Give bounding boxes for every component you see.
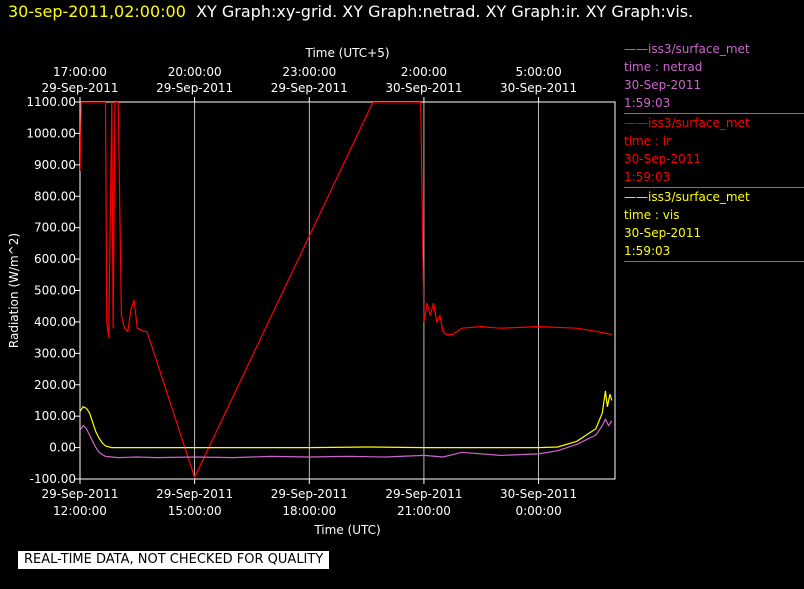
x-tick-label-bottom-date: 30-Sep-2011 bbox=[500, 487, 577, 501]
x-tick-label-bottom-time: 15:00:00 bbox=[168, 504, 222, 518]
x-tick-label-bottom-time: 18:00:00 bbox=[282, 504, 336, 518]
legend-time: 1:59:03 bbox=[624, 96, 671, 110]
y-tick-label: -100.00 bbox=[30, 472, 76, 486]
legend-date: 30-Sep-2011 bbox=[624, 226, 702, 240]
x-tick-label-top-date: 29-Sep-2011 bbox=[156, 81, 233, 95]
x-tick-label-top-time: 5:00:00 bbox=[515, 65, 561, 79]
y-tick-label: 0.00 bbox=[49, 441, 76, 455]
legend-time: 1:59:03 bbox=[624, 170, 671, 184]
x-tick-label-bottom-date: 29-Sep-2011 bbox=[41, 487, 118, 501]
x-axis-label-top: Time (UTC+5) bbox=[304, 46, 389, 60]
x-tick-label-top-time: 17:00:00 bbox=[53, 65, 107, 79]
legend-variable: time : vis bbox=[624, 208, 680, 222]
legend-time: 1:59:03 bbox=[624, 244, 671, 258]
legend-station: ——iss3/surface_met bbox=[624, 190, 750, 204]
y-tick-label: 400.00 bbox=[34, 315, 76, 329]
x-tick-label-top-date: 29-Sep-2011 bbox=[41, 81, 118, 95]
legend-entry-ir: ——iss3/surface_met time : ir 30-Sep-2011… bbox=[624, 114, 804, 188]
y-tick-label: 300.00 bbox=[34, 346, 76, 360]
y-tick-label: 900.00 bbox=[34, 158, 76, 172]
x-tick-label-top-time: 20:00:00 bbox=[168, 65, 222, 79]
x-tick-label-bottom-date: 29-Sep-2011 bbox=[385, 487, 462, 501]
x-tick-label-top-date: 30-Sep-2011 bbox=[500, 81, 577, 95]
legend: ——iss3/surface_met time : netrad 30-Sep-… bbox=[624, 40, 804, 262]
x-tick-label-bottom-time: 12:00:00 bbox=[53, 504, 107, 518]
header-timestamp: 30-sep-2011,02:00:00 bbox=[8, 2, 186, 21]
x-tick-label-bottom-time: 0:00:00 bbox=[515, 504, 561, 518]
legend-entry-vis: ——iss3/surface_met time : vis 30-Sep-201… bbox=[624, 188, 804, 262]
legend-date: 30-Sep-2011 bbox=[624, 78, 702, 92]
legend-station: ——iss3/surface_met bbox=[624, 42, 750, 56]
header-graph-titles: XY Graph:xy-grid. XY Graph:netrad. XY Gr… bbox=[196, 2, 694, 21]
y-tick-label: 200.00 bbox=[34, 378, 76, 392]
y-tick-label: 700.00 bbox=[34, 221, 76, 235]
legend-station: ——iss3/surface_met bbox=[624, 116, 750, 130]
y-tick-label: 100.00 bbox=[34, 409, 76, 423]
legend-entry-netrad: ——iss3/surface_met time : netrad 30-Sep-… bbox=[624, 40, 804, 114]
y-tick-label: 1000.00 bbox=[26, 126, 76, 140]
y-tick-label: 600.00 bbox=[34, 252, 76, 266]
y-tick-label: 800.00 bbox=[34, 189, 76, 203]
y-axis-label: Radiation (W/m^2) bbox=[7, 233, 21, 348]
x-tick-label-bottom-time: 21:00:00 bbox=[397, 504, 451, 518]
y-tick-label: 500.00 bbox=[34, 284, 76, 298]
x-tick-label-top-date: 30-Sep-2011 bbox=[385, 81, 462, 95]
series-line-netrad bbox=[80, 417, 613, 459]
series-line-vis bbox=[80, 390, 613, 449]
x-tick-label-top-time: 23:00:00 bbox=[282, 65, 336, 79]
y-tick-label: 1100.00 bbox=[26, 95, 76, 109]
legend-date: 30-Sep-2011 bbox=[624, 152, 702, 166]
x-tick-label-top-time: 2:00:00 bbox=[401, 65, 447, 79]
x-axis-label-bottom: Time (UTC) bbox=[313, 523, 380, 537]
plot-frame bbox=[79, 101, 616, 480]
x-tick-label-bottom-date: 29-Sep-2011 bbox=[156, 487, 233, 501]
quality-notice: REAL-TIME DATA, NOT CHECKED FOR QUALITY bbox=[18, 551, 330, 569]
chart-header: 30-sep-2011,02:00:00 XY Graph:xy-grid. X… bbox=[8, 2, 693, 21]
x-tick-label-bottom-date: 29-Sep-2011 bbox=[271, 487, 348, 501]
legend-variable: time : ir bbox=[624, 134, 672, 148]
legend-variable: time : netrad bbox=[624, 60, 703, 74]
x-tick-label-top-date: 29-Sep-2011 bbox=[271, 81, 348, 95]
series-line-ir bbox=[80, 102, 612, 479]
